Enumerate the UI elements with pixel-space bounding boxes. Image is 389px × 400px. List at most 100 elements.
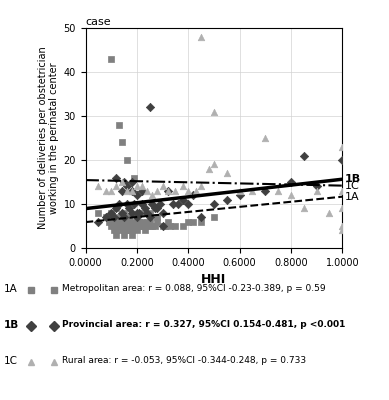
- Point: [137, 218, 143, 225]
- Point: [275, 188, 281, 194]
- Text: 1A: 1A: [4, 284, 18, 294]
- Point: [165, 218, 171, 225]
- Point: [105, 218, 112, 225]
- Y-axis label: Number of deliveries per obstetrician
working in the perinatal center: Number of deliveries per obstetrician wo…: [38, 47, 59, 229]
- Point: [198, 34, 204, 40]
- Point: [154, 218, 161, 225]
- Point: [206, 166, 212, 172]
- Point: [262, 135, 268, 141]
- Point: [152, 223, 158, 229]
- Point: [139, 183, 145, 190]
- Point: [180, 223, 186, 229]
- Point: [118, 227, 124, 234]
- Point: [126, 214, 132, 220]
- Point: [111, 227, 117, 234]
- Point: [314, 183, 320, 190]
- Point: [121, 232, 127, 238]
- Point: [134, 223, 140, 229]
- Point: [95, 218, 102, 225]
- Point: [180, 196, 186, 203]
- Text: 1C: 1C: [4, 356, 18, 366]
- Point: [116, 122, 122, 128]
- Point: [118, 218, 124, 225]
- Point: [147, 214, 153, 220]
- Point: [339, 188, 345, 194]
- Point: [126, 205, 132, 212]
- Point: [113, 223, 119, 229]
- Point: [108, 56, 114, 62]
- Point: [103, 188, 109, 194]
- Point: [103, 214, 109, 220]
- Point: [116, 218, 122, 225]
- Point: [95, 210, 102, 216]
- Point: [142, 205, 148, 212]
- Point: [185, 201, 191, 207]
- Point: [198, 218, 204, 225]
- Point: [262, 188, 268, 194]
- Point: [288, 179, 294, 185]
- Point: [108, 214, 114, 220]
- Text: 1A: 1A: [345, 192, 359, 202]
- Point: [224, 170, 230, 176]
- Point: [108, 223, 114, 229]
- Point: [144, 188, 150, 194]
- Point: [121, 218, 127, 225]
- Point: [118, 188, 124, 194]
- Point: [339, 227, 345, 234]
- Point: [124, 223, 130, 229]
- Point: [147, 210, 153, 216]
- Point: [113, 174, 119, 181]
- Point: [137, 210, 143, 216]
- Point: [118, 223, 124, 229]
- Point: [121, 227, 127, 234]
- Point: [116, 223, 122, 229]
- Point: [301, 205, 307, 212]
- Point: [129, 210, 135, 216]
- Point: [190, 192, 196, 198]
- Point: [108, 188, 114, 194]
- Point: [159, 210, 166, 216]
- Point: [111, 214, 117, 220]
- Point: [237, 188, 243, 194]
- Point: [211, 214, 217, 220]
- Point: [129, 188, 135, 194]
- Point: [154, 214, 161, 220]
- Point: [108, 210, 114, 216]
- Point: [147, 223, 153, 229]
- Point: [131, 218, 137, 225]
- Point: [149, 192, 156, 198]
- Point: [139, 188, 145, 194]
- Point: [198, 214, 204, 220]
- Point: [139, 201, 145, 207]
- Point: [154, 205, 161, 212]
- Point: [131, 174, 137, 181]
- Point: [134, 218, 140, 225]
- Point: [185, 218, 191, 225]
- Point: [167, 223, 173, 229]
- Text: case: case: [86, 17, 111, 27]
- Point: [121, 179, 127, 185]
- Point: [142, 223, 148, 229]
- Point: [113, 232, 119, 238]
- Text: Provincial area: r = 0.327, 95%CI 0.154-0.481, p <0.001: Provincial area: r = 0.327, 95%CI 0.154-…: [62, 320, 345, 329]
- Text: Rural area: r = -0.053, 95%CI -0.344-0.248, p = 0.733: Rural area: r = -0.053, 95%CI -0.344-0.2…: [62, 356, 307, 365]
- Point: [134, 214, 140, 220]
- Point: [175, 201, 181, 207]
- Point: [113, 205, 119, 212]
- Point: [170, 201, 176, 207]
- Point: [121, 223, 127, 229]
- Point: [339, 205, 345, 212]
- Point: [180, 183, 186, 190]
- Point: [211, 201, 217, 207]
- Point: [162, 223, 168, 229]
- Point: [118, 210, 124, 216]
- Point: [165, 188, 171, 194]
- Point: [249, 188, 256, 194]
- Point: [147, 218, 153, 225]
- Point: [118, 179, 124, 185]
- Point: [144, 210, 150, 216]
- Point: [113, 205, 119, 212]
- Text: 1C: 1C: [345, 181, 360, 191]
- Point: [134, 227, 140, 234]
- Point: [124, 227, 130, 234]
